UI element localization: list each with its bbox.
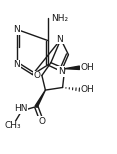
Text: N: N — [56, 35, 63, 44]
Text: OH: OH — [81, 63, 95, 72]
Text: OH: OH — [80, 85, 94, 94]
Text: N: N — [58, 67, 65, 76]
Polygon shape — [65, 66, 80, 69]
Text: CH₃: CH₃ — [5, 121, 21, 130]
Polygon shape — [35, 90, 45, 107]
Text: O: O — [38, 117, 45, 126]
Text: N: N — [13, 25, 20, 34]
Text: N: N — [13, 61, 20, 69]
Text: NH₂: NH₂ — [51, 14, 68, 23]
Text: O: O — [33, 71, 40, 80]
Text: HN: HN — [14, 104, 27, 113]
